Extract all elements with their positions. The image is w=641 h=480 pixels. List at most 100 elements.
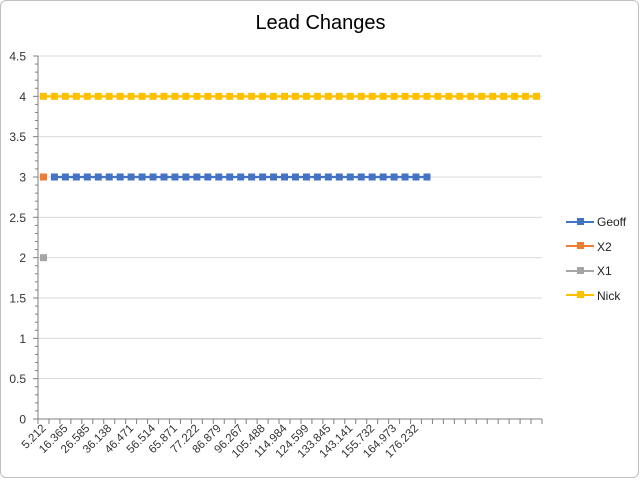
data-point-nick bbox=[259, 92, 267, 100]
data-point-geoff bbox=[193, 173, 201, 181]
data-point-nick bbox=[357, 92, 365, 100]
data-point-x2 bbox=[39, 173, 47, 181]
data-point-geoff bbox=[346, 173, 354, 181]
data-point-nick bbox=[302, 92, 310, 100]
data-point-x1 bbox=[39, 254, 47, 262]
data-point-geoff bbox=[83, 173, 91, 181]
legend-label: Nick bbox=[597, 288, 621, 303]
y-tick-label: 2 bbox=[19, 251, 26, 265]
data-point-nick bbox=[511, 92, 519, 100]
data-point-nick bbox=[160, 92, 168, 100]
y-tick-label: 1.5 bbox=[9, 292, 26, 306]
data-point-nick bbox=[105, 92, 113, 100]
data-point-geoff bbox=[412, 173, 420, 181]
data-point-nick bbox=[335, 92, 343, 100]
legend-swatch bbox=[566, 288, 594, 302]
data-point-geoff bbox=[423, 173, 431, 181]
data-point-geoff bbox=[72, 173, 80, 181]
data-point-nick bbox=[83, 92, 91, 100]
data-point-nick bbox=[478, 92, 486, 100]
data-point-geoff bbox=[379, 173, 387, 181]
y-tick-label: 1 bbox=[19, 332, 26, 346]
data-point-nick bbox=[94, 92, 102, 100]
data-point-nick bbox=[423, 92, 431, 100]
data-point-geoff bbox=[281, 173, 289, 181]
data-point-geoff bbox=[390, 173, 398, 181]
data-point-geoff bbox=[149, 173, 157, 181]
y-tick-label: 0.5 bbox=[9, 372, 26, 386]
data-point-geoff bbox=[291, 173, 299, 181]
legend-item-nick: Nick bbox=[566, 288, 626, 313]
data-point-nick bbox=[434, 92, 442, 100]
data-point-nick bbox=[149, 92, 157, 100]
y-tick-label: 3.5 bbox=[9, 130, 26, 144]
legend-item-geoff: Geoff bbox=[566, 214, 626, 239]
data-point-geoff bbox=[324, 173, 332, 181]
data-point-geoff bbox=[248, 173, 256, 181]
data-point-geoff bbox=[335, 173, 343, 181]
data-point-nick bbox=[390, 92, 398, 100]
data-point-nick bbox=[215, 92, 223, 100]
data-point-geoff bbox=[215, 173, 223, 181]
data-point-nick bbox=[182, 92, 190, 100]
data-point-nick bbox=[138, 92, 146, 100]
legend-label: Geoff bbox=[597, 214, 627, 229]
data-point-geoff bbox=[105, 173, 113, 181]
data-point-geoff bbox=[138, 173, 146, 181]
chart-title: Lead Changes bbox=[255, 12, 386, 34]
data-point-nick bbox=[467, 92, 475, 100]
data-point-nick bbox=[226, 92, 234, 100]
data-point-nick bbox=[237, 92, 245, 100]
data-point-nick bbox=[324, 92, 332, 100]
data-point-nick bbox=[456, 92, 464, 100]
y-tick-label: 2.5 bbox=[9, 211, 26, 225]
data-point-geoff bbox=[313, 173, 321, 181]
data-point-geoff bbox=[368, 173, 376, 181]
data-point-geoff bbox=[259, 173, 267, 181]
legend-swatch bbox=[566, 264, 594, 278]
data-point-geoff bbox=[171, 173, 179, 181]
data-point-nick bbox=[281, 92, 289, 100]
data-point-nick bbox=[522, 92, 530, 100]
data-point-nick bbox=[291, 92, 299, 100]
data-point-nick bbox=[500, 92, 508, 100]
data-point-nick bbox=[401, 92, 409, 100]
data-point-nick bbox=[204, 92, 212, 100]
data-point-geoff bbox=[116, 173, 124, 181]
legend-swatch bbox=[566, 215, 594, 229]
legend-item-x1: X1 bbox=[566, 263, 626, 288]
data-point-nick bbox=[248, 92, 256, 100]
data-point-nick bbox=[171, 92, 179, 100]
data-point-nick bbox=[127, 92, 135, 100]
data-point-nick bbox=[313, 92, 321, 100]
data-point-geoff bbox=[61, 173, 69, 181]
data-point-nick bbox=[61, 92, 69, 100]
data-point-geoff bbox=[50, 173, 58, 181]
legend-label: X1 bbox=[597, 263, 612, 278]
data-point-nick bbox=[50, 92, 58, 100]
data-point-geoff bbox=[182, 173, 190, 181]
data-point-nick bbox=[368, 92, 376, 100]
data-point-geoff bbox=[160, 173, 168, 181]
y-tick-label: 3 bbox=[19, 171, 26, 185]
y-tick-label: 4 bbox=[19, 90, 26, 104]
data-point-geoff bbox=[204, 173, 212, 181]
data-point-geoff bbox=[357, 173, 365, 181]
data-point-nick bbox=[533, 92, 541, 100]
data-point-nick bbox=[39, 92, 47, 100]
legend-label: X2 bbox=[597, 239, 612, 254]
legend-item-x2: X2 bbox=[566, 239, 626, 264]
data-point-nick bbox=[489, 92, 497, 100]
y-tick-label: 0 bbox=[19, 413, 26, 427]
data-point-geoff bbox=[237, 173, 245, 181]
data-point-nick bbox=[116, 92, 124, 100]
legend-swatch bbox=[566, 239, 594, 253]
data-point-geoff bbox=[127, 173, 135, 181]
y-tick-label: 4.5 bbox=[9, 50, 26, 64]
data-point-geoff bbox=[270, 173, 278, 181]
data-point-geoff bbox=[226, 173, 234, 181]
data-point-nick bbox=[72, 92, 80, 100]
data-point-nick bbox=[379, 92, 387, 100]
